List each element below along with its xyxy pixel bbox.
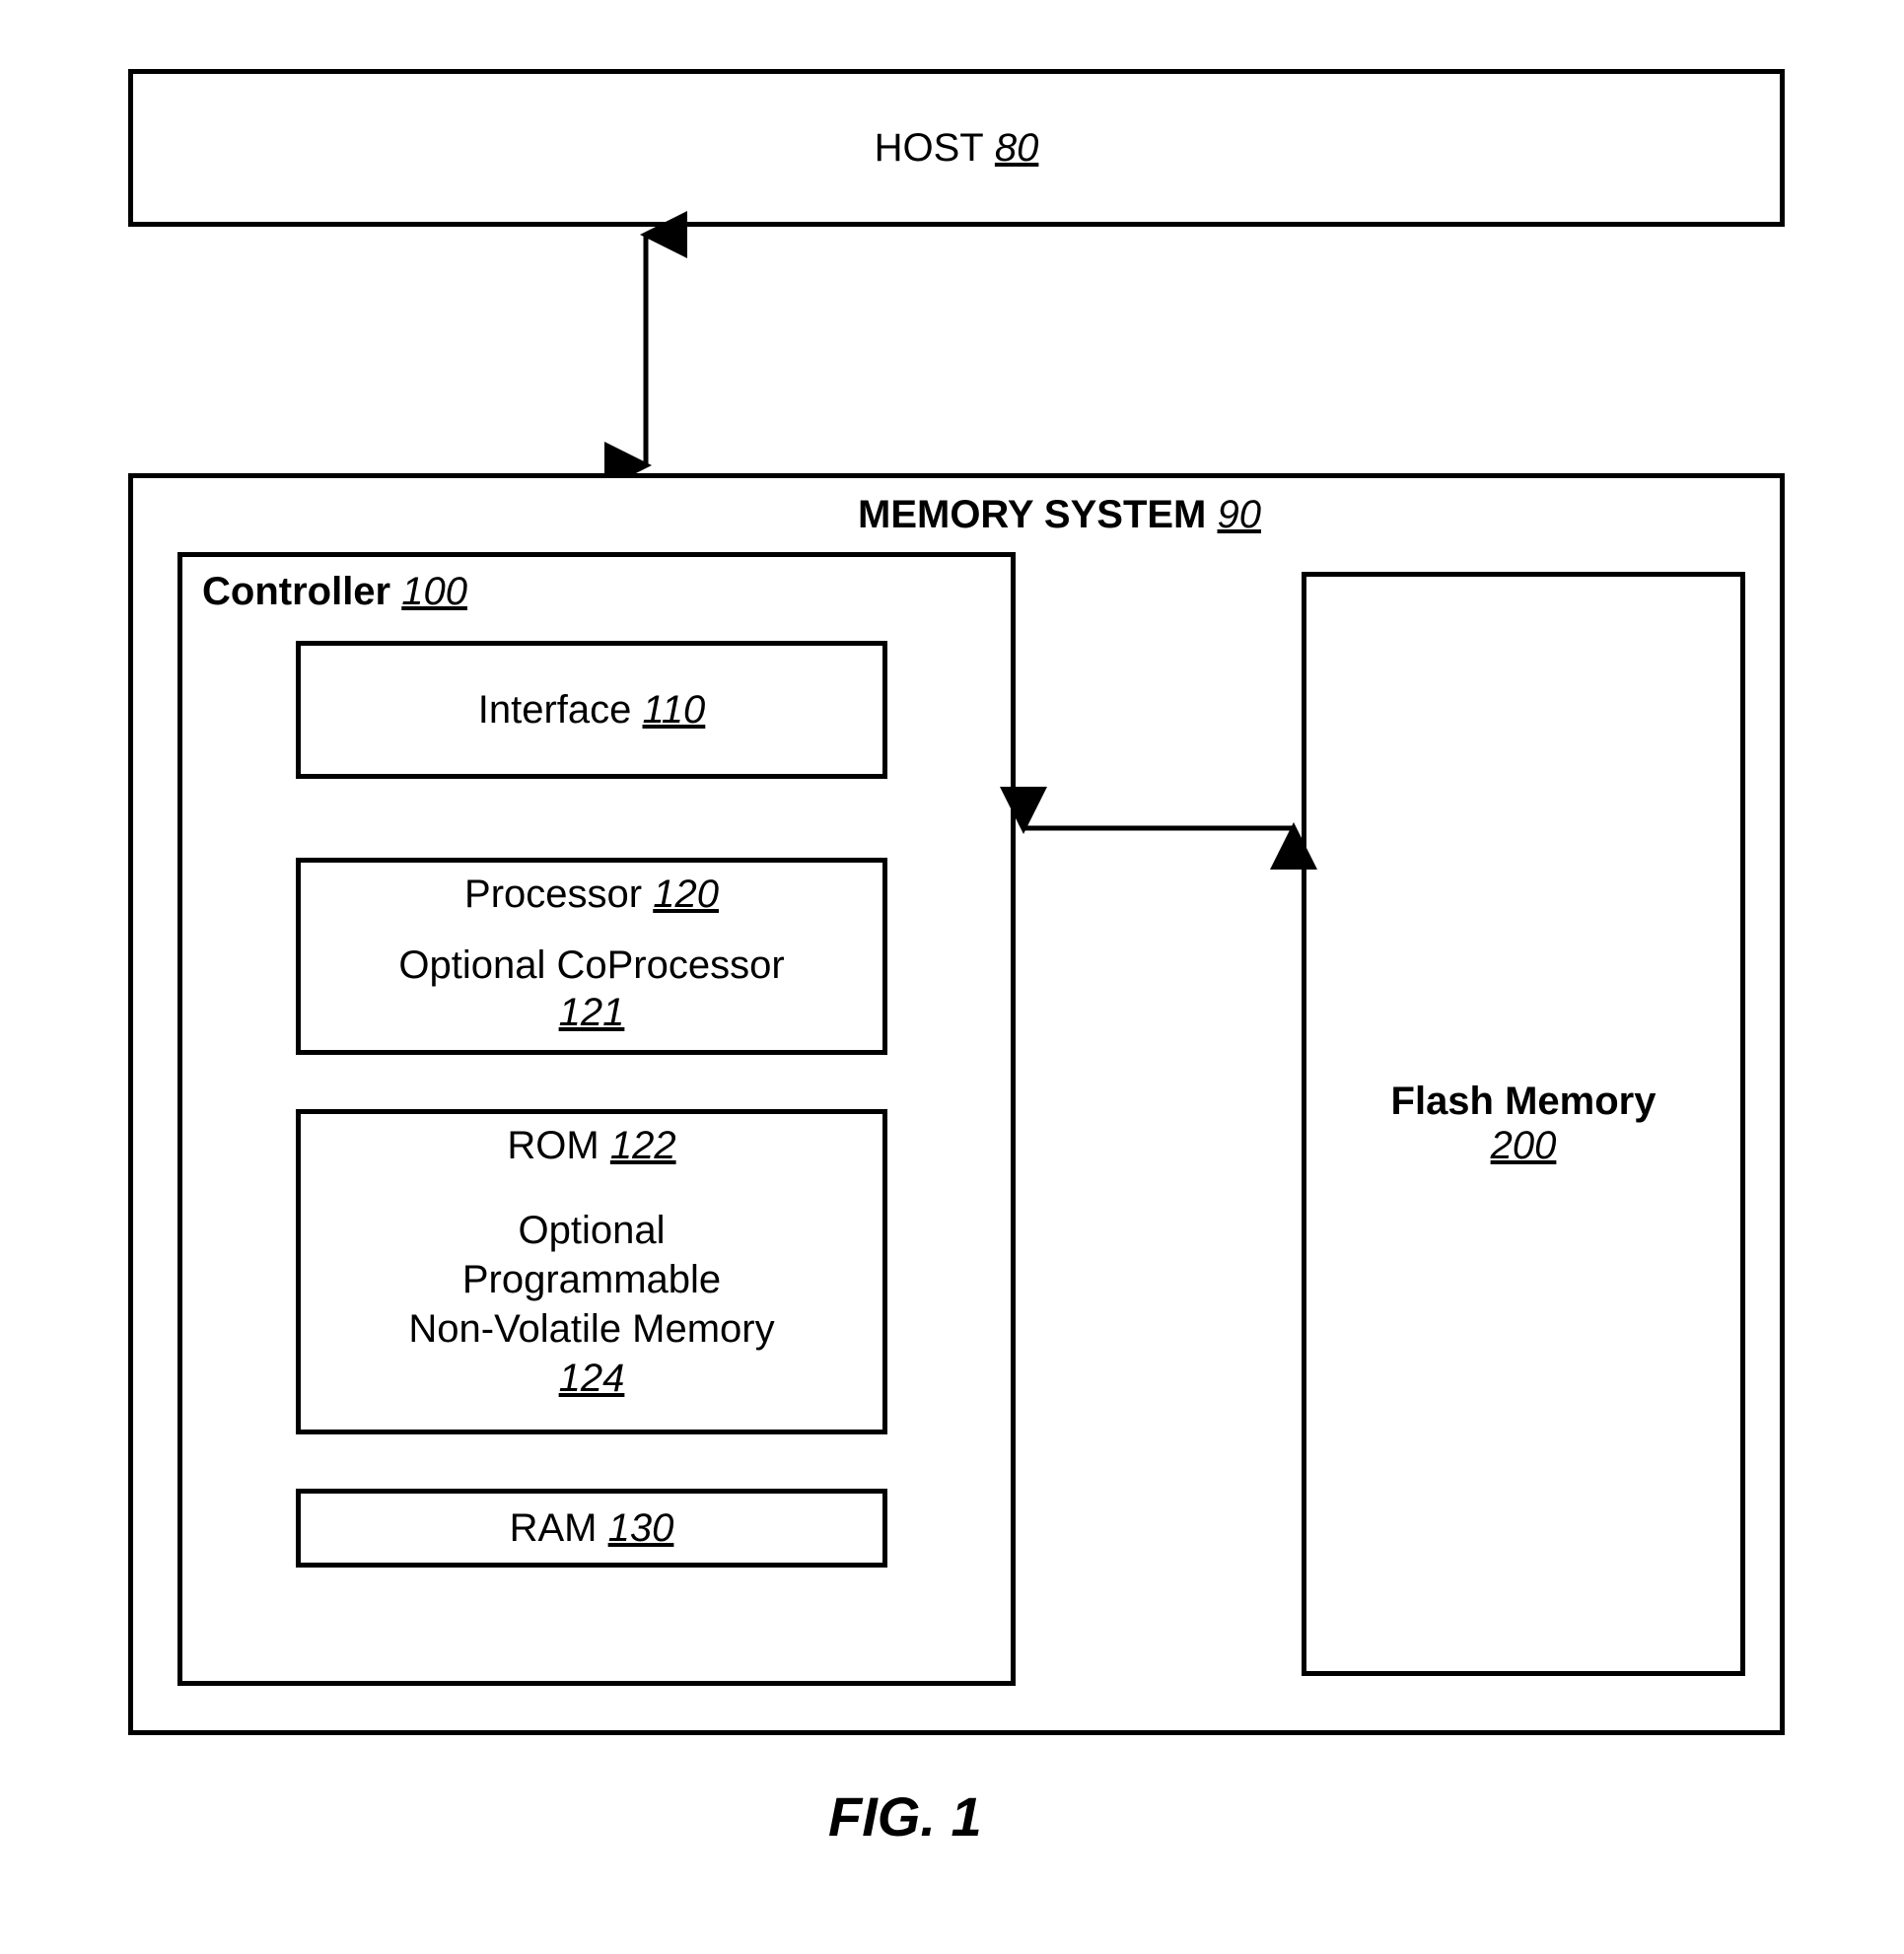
processor-box: Processor 120 (296, 858, 887, 932)
arrow-host-memory (641, 227, 651, 473)
rom-box: ROM 122 (296, 1109, 887, 1183)
ram-box: RAM 130 (296, 1489, 887, 1568)
coprocessor-label: Optional CoProcessor 121 (398, 942, 784, 1036)
figure-caption: FIG. 1 (828, 1784, 982, 1849)
controller-label: Controller 100 (202, 570, 467, 614)
host-label: HOST 80 (875, 126, 1039, 171)
rom-label: ROM 122 (507, 1124, 675, 1168)
flash-label: Flash Memory (1391, 1080, 1657, 1124)
flash-ref: 200 (1491, 1124, 1557, 1168)
interface-label: Interface 110 (478, 688, 706, 733)
ram-label: RAM 130 (510, 1506, 674, 1551)
processor-label: Processor 120 (464, 872, 719, 917)
host-box: HOST 80 (128, 69, 1785, 227)
diagram-canvas: HOST 80 MEMORY SYSTEM 90 Controller 100 … (39, 39, 1865, 1915)
coprocessor-box: Optional CoProcessor 121 (296, 927, 887, 1055)
memory-system-label: MEMORY SYSTEM 90 (858, 493, 1261, 537)
interface-box: Interface 110 (296, 641, 887, 779)
arrow-controller-flash (1016, 823, 1302, 833)
flash-box: Flash Memory 200 (1302, 572, 1745, 1676)
nvmem-box: Optional Programmable Non-Volatile Memor… (296, 1178, 887, 1434)
nvmem-label: Optional Programmable Non-Volatile Memor… (408, 1206, 774, 1403)
